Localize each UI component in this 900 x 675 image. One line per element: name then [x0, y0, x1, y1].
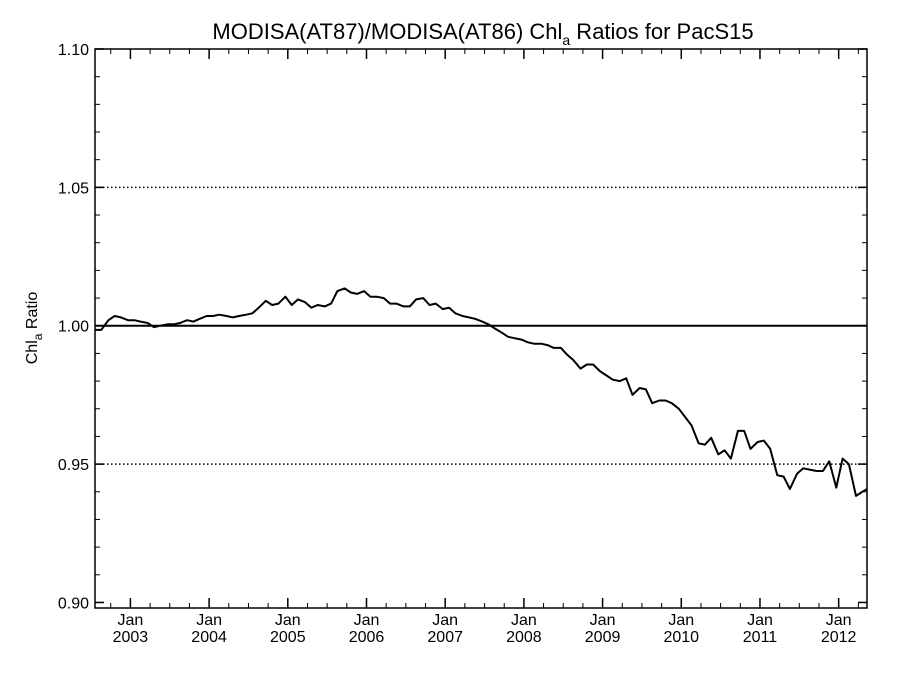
x-tick-year: 2003: [113, 629, 149, 646]
y-tick-label: 1.10: [58, 42, 89, 59]
x-tick-year: 2009: [585, 629, 621, 646]
x-tick-month: Jan: [511, 612, 537, 629]
x-tick-month: Jan: [590, 612, 616, 629]
plot-frame: [94, 48, 868, 609]
y-axis-label-suffix: Ratio: [24, 292, 41, 334]
x-tick-year: 2005: [270, 629, 306, 646]
x-tick-month: Jan: [196, 612, 222, 629]
series-line: [95, 287, 868, 497]
x-tick-month: Jan: [432, 612, 458, 629]
x-tick-year: 2012: [821, 629, 857, 646]
x-tick-year: 2006: [349, 629, 385, 646]
x-tick-month: Jan: [668, 612, 694, 629]
y-axis-label-prefix: Chl: [24, 340, 41, 364]
x-tick-year: 2004: [191, 629, 227, 646]
y-axis-ticks: 1.10 1.05 1.00 0.95 0.90: [58, 42, 867, 612]
x-tick-year: 2011: [743, 629, 778, 646]
chart-title: MODISA(AT87)/MODISA(AT86) Chla Ratios fo…: [212, 19, 753, 48]
y-tick-label: 0.95: [58, 457, 89, 474]
x-tick-month: Jan: [826, 612, 852, 629]
x-tick-year: 2008: [506, 629, 542, 646]
chart-title-subscript: a: [562, 32, 570, 48]
y-tick-label: 1.05: [58, 180, 89, 197]
x-tick-month: Jan: [354, 612, 380, 629]
x-tick-year: 2007: [427, 629, 463, 646]
x-tick-year: 2010: [663, 629, 699, 646]
y-tick-label: 1.00: [58, 319, 89, 336]
reference-lines: [95, 186, 867, 465]
chart-title-suffix: Ratios for PacS15: [570, 19, 753, 44]
y-axis-label: Chla Ratio: [24, 292, 45, 365]
y-tick-label: 0.90: [58, 595, 89, 612]
x-tick-month: Jan: [275, 612, 301, 629]
x-tick-month: Jan: [118, 612, 144, 629]
chart-title-prefix: MODISA(AT87)/MODISA(AT86) Chl: [212, 19, 562, 44]
x-tick-month: Jan: [747, 612, 773, 629]
x-axis-ticks: Jan2003Jan2004Jan2005Jan2006Jan2007Jan20…: [110, 49, 859, 646]
y-axis-label-subscript: a: [31, 333, 45, 340]
